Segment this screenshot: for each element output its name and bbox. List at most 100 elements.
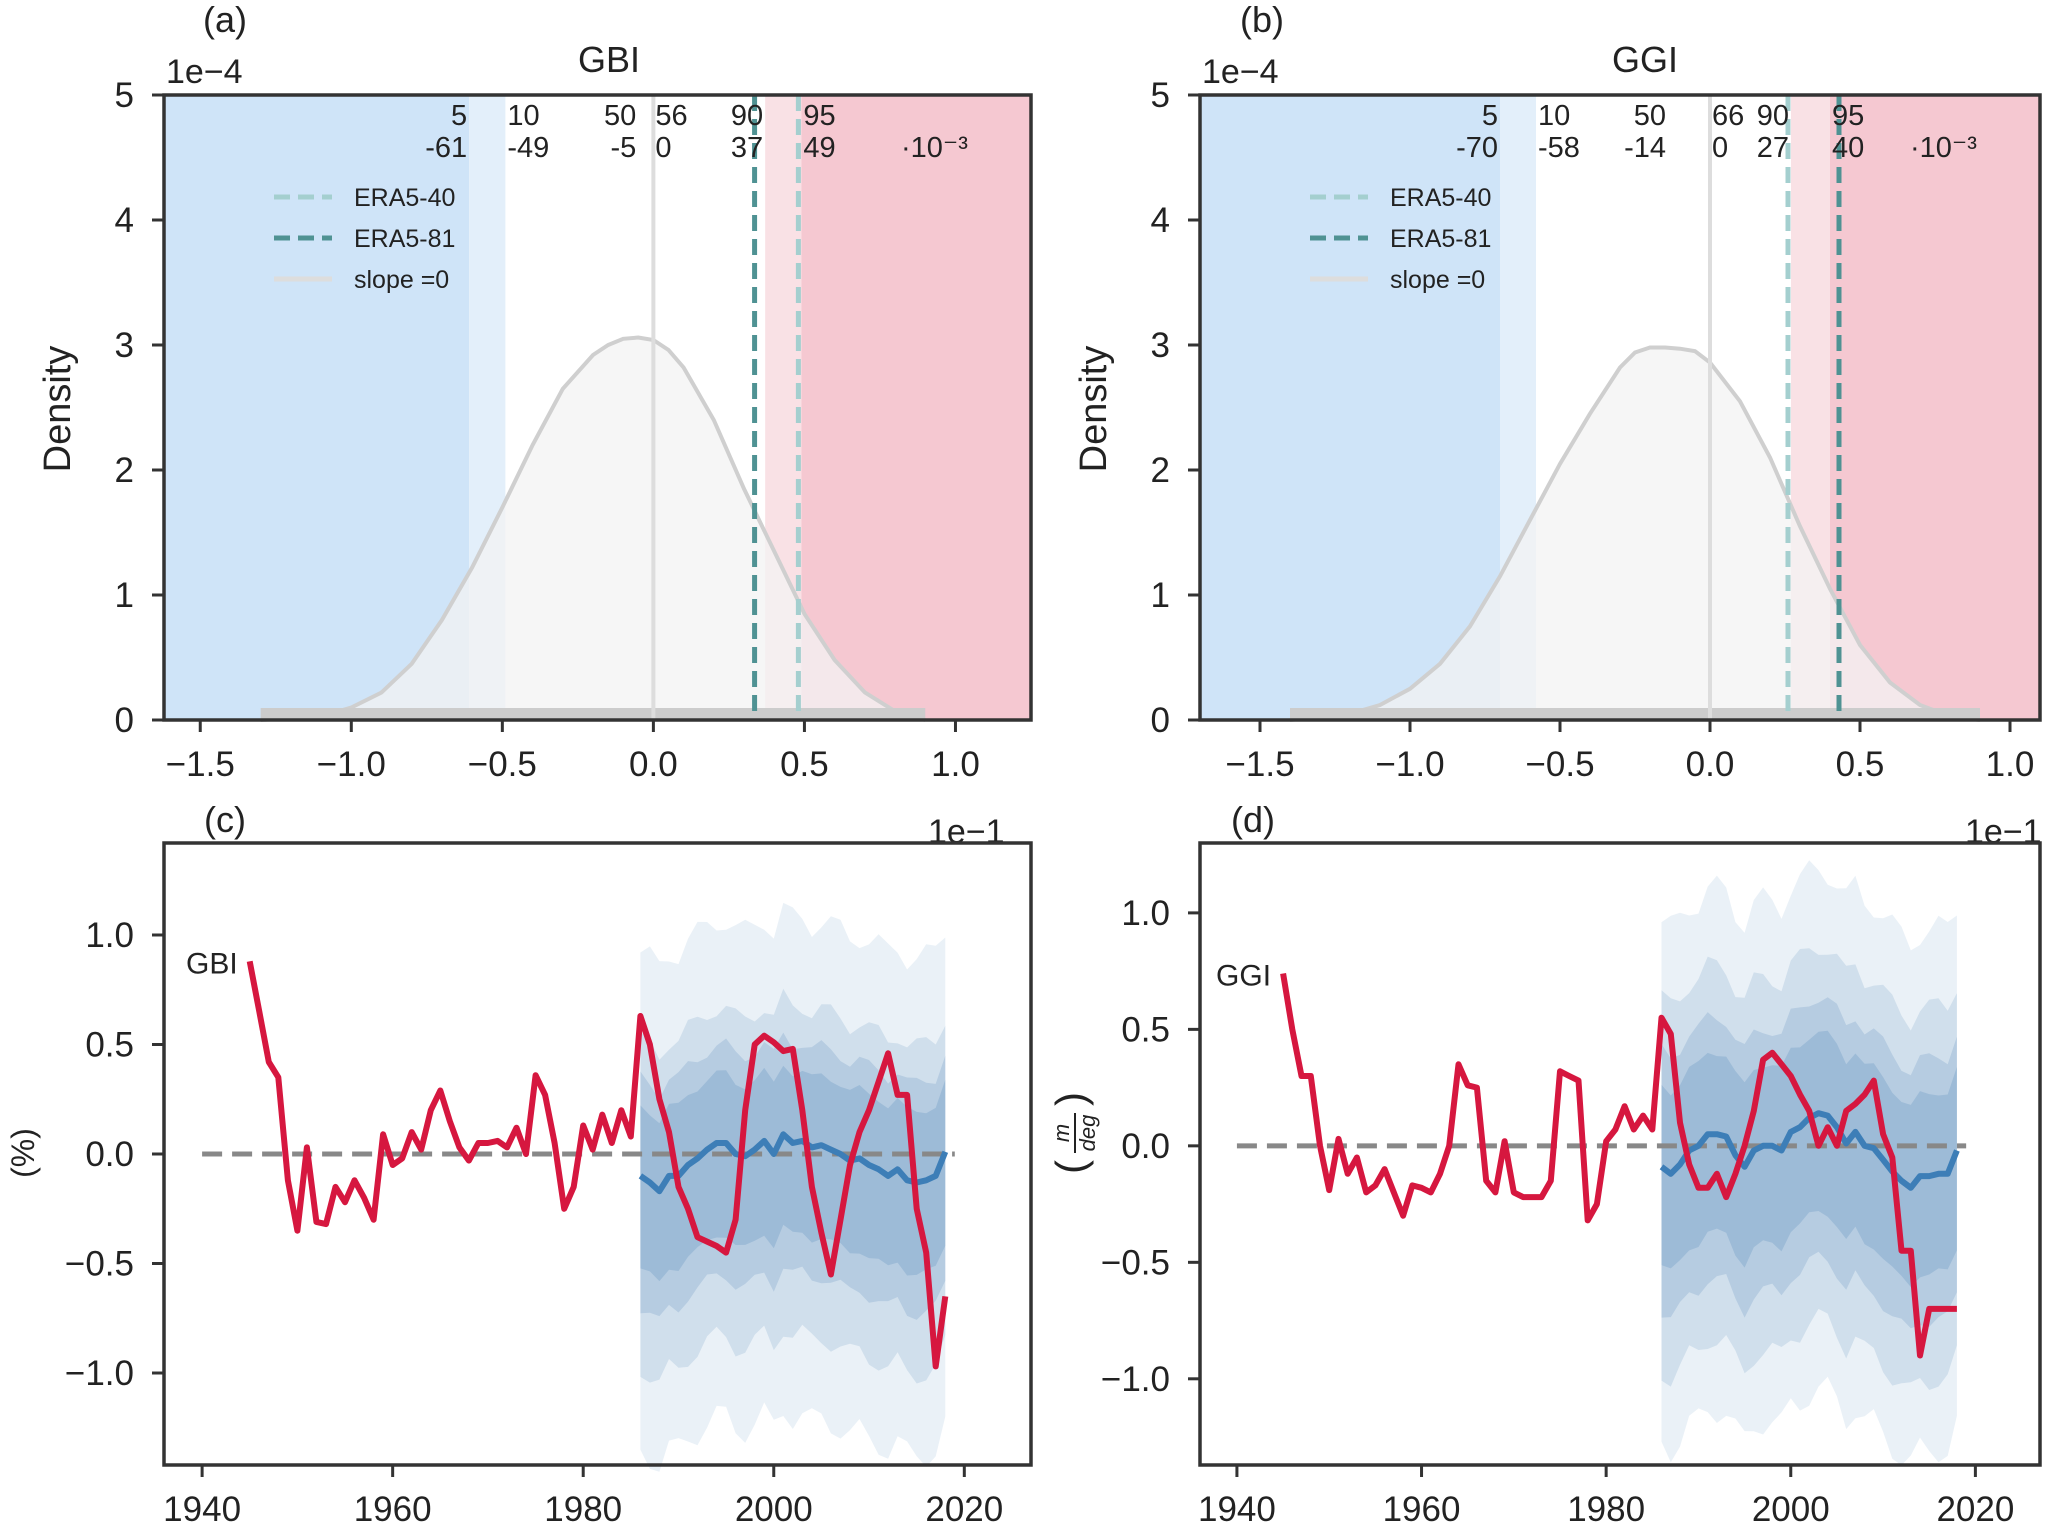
panel-a-ytick-label-3: 3 xyxy=(115,326,134,365)
panel-b-plot: 5-7010-5850-1466090279540·10⁻³ERA5-40ERA… xyxy=(1151,76,2042,784)
panel-d-frame xyxy=(1198,841,2042,1467)
panel-d-ensemble-band-3 xyxy=(1661,1030,1957,1287)
panel-b: (b) GGI 1e−4 Density 5-7010-5850-1466090… xyxy=(1073,0,2042,851)
panel-c-ensemble-mean-line xyxy=(638,1131,949,1195)
panel-d-ytick-label-2: 0.0 xyxy=(1121,1127,1170,1166)
panel-c-xtick-label-4: 2020 xyxy=(925,1490,1003,1529)
panel-b-xtick-label-0: −1.5 xyxy=(1225,745,1294,784)
panel-a-band-below-p5 xyxy=(164,95,470,720)
panel-a-x-scale: 1e−1 xyxy=(928,813,1005,851)
panel-a-ytick-label-1: 1 xyxy=(115,576,134,615)
panel-a-xtick-label-0: −1.5 xyxy=(166,745,235,784)
panel-b-pct-label-5: 5 xyxy=(1482,100,1498,132)
panel-d-xtick-label-1: 1960 xyxy=(1383,1490,1461,1529)
panel-d-xtick-label-0: 1940 xyxy=(1198,1490,1276,1529)
panel-a-ytick-label-4: 4 xyxy=(115,201,134,240)
panel-a-pct-value-50: -5 xyxy=(610,132,636,164)
panel-b-ylabel: Density xyxy=(1073,346,1115,473)
panel-b-legend-era5-40-label: ERA5-40 xyxy=(1390,184,1491,212)
panel-a-ytick-label-5: 5 xyxy=(115,76,134,115)
panel-d-xtick-label-4: 2020 xyxy=(1936,1490,2014,1529)
panel-c-ytick-label-2: 0.0 xyxy=(85,1135,134,1174)
panel-b-pct-label-66: 66 xyxy=(1712,100,1744,132)
panel-a-letter: (a) xyxy=(203,0,247,40)
panel-d-ylabel-deg: deg xyxy=(1075,1114,1100,1151)
panel-a-xtick-label-1: −1.0 xyxy=(317,745,386,784)
panel-d-xtick-label-2: 1980 xyxy=(1567,1490,1645,1529)
panel-a-pct-value-95: 49 xyxy=(803,132,835,164)
panel-a-pct-label-50: 50 xyxy=(604,100,636,132)
panel-c-ylabel: (%) xyxy=(5,1128,41,1178)
panel-b-pct-value-95: 40 xyxy=(1832,132,1864,164)
panel-a-pct-label-95: 95 xyxy=(803,100,835,132)
panel-a-legend-era5-81-label: ERA5-81 xyxy=(354,225,455,253)
panel-d-plot: GGI 1940 1960 1980 2000 2020 −1.0 −0.5 0.0 0.5 1.0 xyxy=(1101,841,2042,1529)
panel-a-y-scale: 1e−4 xyxy=(166,53,243,91)
panel-a: (a) GBI 1e−4 Density 5-6110-4950-5560903… xyxy=(37,0,1033,851)
panel-a-pct-value-5: -61 xyxy=(425,132,467,164)
panel-d-ytick-label-1: −0.5 xyxy=(1101,1243,1170,1282)
panel-b-ytick-label-4: 4 xyxy=(1151,201,1170,240)
panel-a-legend-slope0-label: slope =0 xyxy=(354,266,449,294)
panel-a-rug xyxy=(260,708,926,720)
panel-c-ensemble-band-3 xyxy=(640,1065,946,1282)
panel-d-observed-line xyxy=(1280,973,1957,1359)
panel-c-ensemble-band-0 xyxy=(640,902,946,1472)
panel-d-xtick-label-3: 2000 xyxy=(1752,1490,1830,1529)
panel-b-kde-fill xyxy=(1290,347,1980,720)
panel-b-xtick-label-4: 0.5 xyxy=(1836,745,1885,784)
panel-b-band-above-p95 xyxy=(1830,95,2040,720)
panel-a-plot: 5-6110-4950-556090379549·10⁻³ERA5-40ERA5… xyxy=(115,76,1033,784)
panel-a-legend-era5-40-label: ERA5-40 xyxy=(354,184,455,212)
panel-d-ylabel-m: m xyxy=(1049,1124,1074,1142)
panel-d-ytick-label-4: 1.0 xyxy=(1121,894,1170,933)
panel-b-ytick-label-0: 0 xyxy=(1151,701,1170,740)
panel-d: (d) ( m deg ) GGI 1940 1960 1980 2000 2020 −1.… xyxy=(1047,799,2042,1529)
panel-b-pct-label-10: 10 xyxy=(1538,100,1570,132)
panel-d-ensemble-band-2 xyxy=(1661,997,1957,1329)
panel-d-ensemble-band-1 xyxy=(1661,948,1957,1390)
panel-a-ytick-label-0: 0 xyxy=(115,701,134,740)
panel-a-band-above-p95 xyxy=(801,95,1031,720)
panel-b-legend-slope0-label: slope =0 xyxy=(1390,266,1485,294)
panel-b-units-note: ·10⁻³ xyxy=(1910,132,1977,164)
panel-c: (c) (%) GBI 1940 1960 1980 2000 2020 −1.0 −0.5 0… xyxy=(5,799,1033,1529)
panel-a-xtick-label-4: 0.5 xyxy=(780,745,829,784)
panel-a-pct-value-56: 0 xyxy=(655,132,671,164)
panel-a-xtick-label-3: 0.0 xyxy=(629,745,678,784)
panel-d-ylabel: ( m deg ) xyxy=(1047,1092,1100,1174)
panel-c-letter: (c) xyxy=(204,799,246,840)
panel-b-ytick-label-1: 1 xyxy=(1151,576,1170,615)
panel-b-pct-value-5: -70 xyxy=(1456,132,1498,164)
panel-b-y-scale: 1e−4 xyxy=(1202,53,1279,91)
panel-c-xtick-label-2: 1980 xyxy=(544,1490,622,1529)
panel-a-units-note: ·10⁻³ xyxy=(901,132,968,164)
panel-b-title: GGI xyxy=(1612,39,1678,80)
panel-a-pct-label-56: 56 xyxy=(655,100,687,132)
panel-b-ytick-label-5: 5 xyxy=(1151,76,1170,115)
panel-d-ylabel-close-paren: ) xyxy=(1047,1092,1094,1106)
panel-c-xtick-label-1: 1960 xyxy=(354,1490,432,1529)
panel-c-series-label: GBI xyxy=(186,947,238,980)
panel-c-ytick-label-0: −1.0 xyxy=(65,1354,134,1393)
panel-b-xtick-label-5: 1.0 xyxy=(1986,745,2035,784)
panel-b-legend-era5-81-label: ERA5-81 xyxy=(1390,225,1491,253)
panel-a-frame xyxy=(162,93,1033,722)
panel-a-pct-value-90: 37 xyxy=(731,132,763,164)
panel-c-plot: GBI 1940 1960 1980 2000 2020 −1.0 −0.5 0.0 0.5 1.0 xyxy=(65,841,1033,1529)
panel-b-xtick-label-1: −1.0 xyxy=(1375,745,1444,784)
panel-c-ytick-label-1: −0.5 xyxy=(65,1245,134,1284)
panel-a-xtick-label-5: 1.0 xyxy=(931,745,980,784)
panel-b-pct-label-90: 90 xyxy=(1757,100,1789,132)
panel-a-pct-label-90: 90 xyxy=(731,100,763,132)
panel-d-ylabel-open-paren: ( xyxy=(1047,1160,1094,1174)
panel-b-xtick-label-3: 0.0 xyxy=(1686,745,1735,784)
panel-c-xtick-label-3: 2000 xyxy=(735,1490,813,1529)
panel-b-rug xyxy=(1290,708,1980,720)
panel-b-frame xyxy=(1198,93,2042,722)
panel-c-ensemble-band-1 xyxy=(640,988,946,1384)
panel-b-x-scale: 1e−1 xyxy=(1965,813,2042,851)
panel-b-pct-value-66: 0 xyxy=(1712,132,1728,164)
panel-b-kde-line xyxy=(1289,345,1981,722)
